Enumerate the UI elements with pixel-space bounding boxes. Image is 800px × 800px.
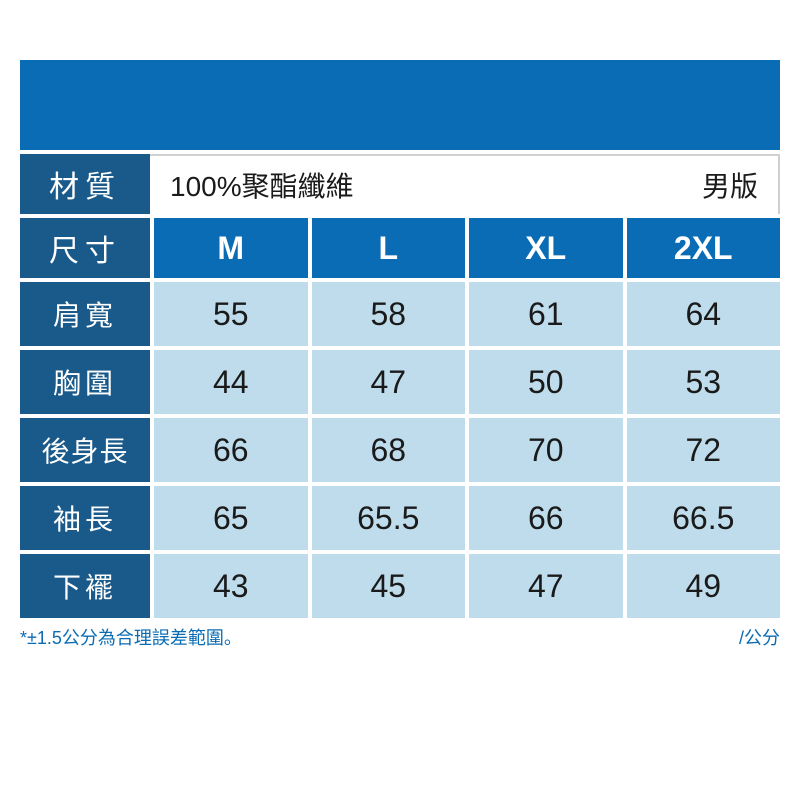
material-row: 材質 100%聚酯纖維 男版 — [20, 154, 780, 214]
table-row: 後身長 66 68 70 72 — [20, 418, 780, 482]
row-label-sleeve: 袖長 — [20, 486, 150, 550]
cell: 44 — [154, 350, 308, 414]
cell: 65 — [154, 486, 308, 550]
cell: 66.5 — [627, 486, 781, 550]
cell: 70 — [469, 418, 623, 482]
size-header-row: 尺寸 M L XL 2XL — [20, 218, 780, 278]
size-col-xl: XL — [469, 218, 623, 278]
cell: 47 — [312, 350, 466, 414]
cell: 53 — [627, 350, 781, 414]
table-row: 袖長 65 65.5 66 66.5 — [20, 486, 780, 550]
size-col-l: L — [312, 218, 466, 278]
cell: 47 — [469, 554, 623, 618]
table-row: 肩寬 55 58 61 64 — [20, 282, 780, 346]
cell: 66 — [154, 418, 308, 482]
row-label-shoulder: 肩寬 — [20, 282, 150, 346]
top-banner — [20, 60, 780, 150]
row-label-backlength: 後身長 — [20, 418, 150, 482]
table-row: 下襬 43 45 47 49 — [20, 554, 780, 618]
cell: 49 — [627, 554, 781, 618]
cell: 72 — [627, 418, 781, 482]
material-label: 材質 — [20, 154, 150, 214]
size-header-label: 尺寸 — [20, 218, 150, 278]
cell: 61 — [469, 282, 623, 346]
cell: 66 — [469, 486, 623, 550]
footer: *±1.5公分為合理誤差範圍。 /公分 — [20, 624, 780, 650]
cell: 43 — [154, 554, 308, 618]
size-col-m: M — [154, 218, 308, 278]
row-label-chest: 胸圍 — [20, 350, 150, 414]
row-label-hem: 下襬 — [20, 554, 150, 618]
material-value: 100%聚酯纖維 男版 — [150, 154, 780, 214]
cell: 68 — [312, 418, 466, 482]
material-text: 100%聚酯纖維 — [170, 165, 354, 205]
cell: 58 — [312, 282, 466, 346]
table-row: 胸圍 44 47 50 53 — [20, 350, 780, 414]
cell: 55 — [154, 282, 308, 346]
variant-text: 男版 — [702, 165, 758, 205]
size-col-2xl: 2XL — [627, 218, 781, 278]
cell: 65.5 — [312, 486, 466, 550]
size-chart: 材質 100%聚酯纖維 男版 尺寸 M L XL 2XL 肩寬 55 58 61… — [20, 60, 780, 650]
cell: 64 — [627, 282, 781, 346]
footer-note: *±1.5公分為合理誤差範圍。 — [20, 624, 242, 650]
cell: 50 — [469, 350, 623, 414]
footer-unit: /公分 — [739, 624, 780, 650]
cell: 45 — [312, 554, 466, 618]
